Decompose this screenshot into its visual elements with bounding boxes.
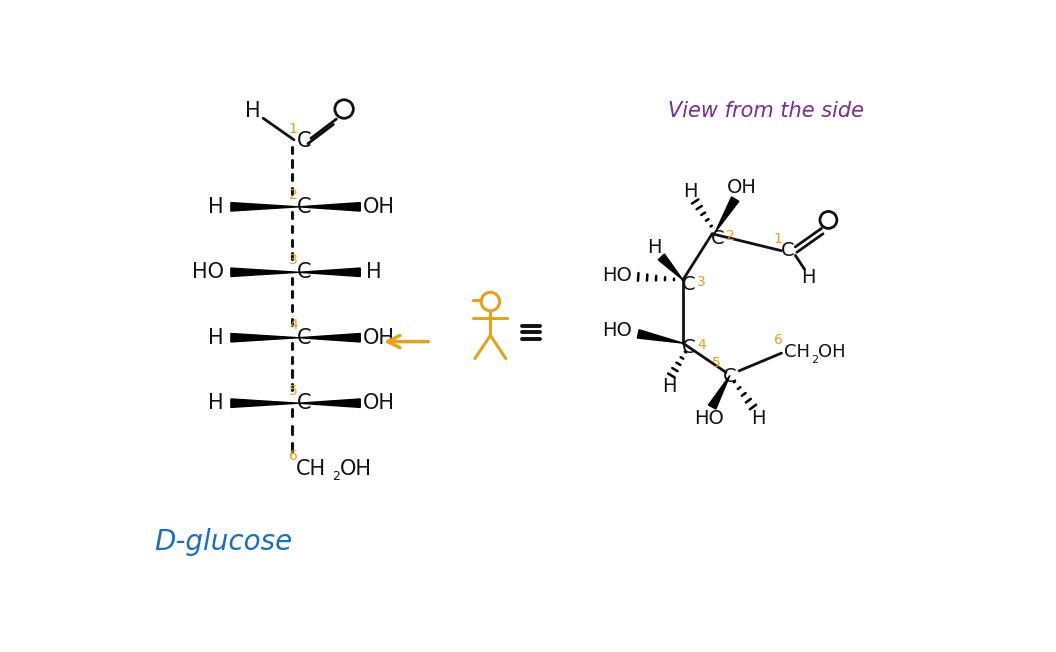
Text: C: C bbox=[711, 229, 724, 248]
Polygon shape bbox=[709, 376, 730, 409]
Text: View from the side: View from the side bbox=[668, 100, 864, 121]
Text: 4: 4 bbox=[289, 318, 298, 333]
Text: 6: 6 bbox=[289, 449, 298, 462]
Text: H: H bbox=[751, 409, 766, 428]
Text: HO: HO bbox=[694, 409, 724, 428]
Text: CH: CH bbox=[296, 460, 325, 479]
Text: OH: OH bbox=[362, 393, 395, 413]
Text: D-glucose: D-glucose bbox=[154, 527, 293, 556]
Text: C: C bbox=[681, 275, 695, 294]
Text: OH: OH bbox=[727, 178, 756, 197]
Text: C: C bbox=[681, 338, 695, 357]
Polygon shape bbox=[658, 254, 683, 280]
Text: H: H bbox=[208, 328, 223, 348]
Text: H: H bbox=[245, 100, 260, 121]
Text: 2: 2 bbox=[289, 188, 298, 201]
Text: C: C bbox=[780, 241, 794, 260]
Text: OH: OH bbox=[817, 344, 845, 361]
Text: CH: CH bbox=[784, 344, 810, 361]
Polygon shape bbox=[299, 399, 360, 408]
Text: H: H bbox=[208, 393, 223, 413]
Text: 1: 1 bbox=[289, 122, 298, 136]
Text: HO: HO bbox=[603, 321, 633, 340]
Polygon shape bbox=[299, 333, 360, 342]
Text: 5: 5 bbox=[289, 384, 298, 398]
Text: H: H bbox=[683, 182, 698, 201]
Text: OH: OH bbox=[362, 197, 395, 217]
Text: C: C bbox=[297, 197, 312, 217]
Polygon shape bbox=[231, 268, 299, 276]
Polygon shape bbox=[299, 203, 360, 211]
Polygon shape bbox=[231, 333, 299, 342]
Text: OH: OH bbox=[340, 460, 372, 479]
Text: HO: HO bbox=[603, 266, 633, 285]
Text: C: C bbox=[297, 393, 312, 413]
Text: 4: 4 bbox=[697, 338, 705, 353]
Polygon shape bbox=[231, 203, 299, 211]
Polygon shape bbox=[299, 268, 360, 276]
Text: H: H bbox=[802, 268, 815, 287]
Text: 3: 3 bbox=[289, 253, 298, 267]
Text: H: H bbox=[647, 238, 662, 257]
Text: 6: 6 bbox=[774, 333, 782, 347]
Text: 2: 2 bbox=[727, 229, 735, 243]
Polygon shape bbox=[638, 330, 683, 343]
Text: 2: 2 bbox=[333, 470, 340, 483]
Text: 1: 1 bbox=[773, 232, 782, 246]
Text: H: H bbox=[662, 377, 676, 396]
Text: C: C bbox=[297, 328, 312, 348]
Polygon shape bbox=[231, 399, 299, 408]
Text: OH: OH bbox=[362, 328, 395, 348]
Text: H: H bbox=[208, 197, 223, 217]
Text: C: C bbox=[297, 132, 312, 151]
Text: H: H bbox=[365, 262, 381, 282]
Text: 2: 2 bbox=[811, 355, 817, 365]
Text: C: C bbox=[723, 366, 737, 386]
Text: HO: HO bbox=[192, 262, 224, 282]
Text: 3: 3 bbox=[697, 275, 705, 289]
Polygon shape bbox=[715, 197, 739, 232]
Text: 5: 5 bbox=[713, 356, 721, 370]
Text: C: C bbox=[297, 262, 312, 282]
